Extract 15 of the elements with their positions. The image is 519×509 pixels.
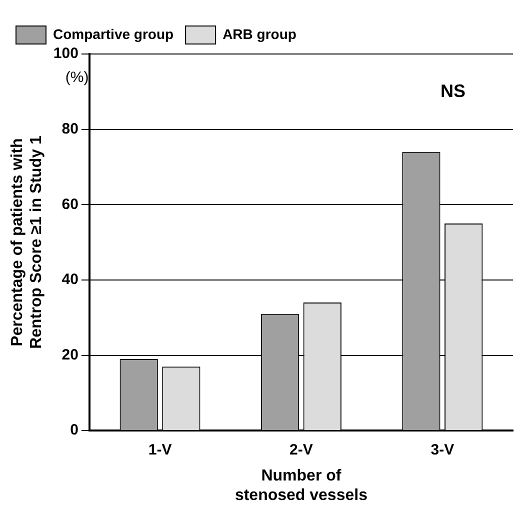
annotation: NS [440,80,466,101]
y-tick-label: 20 [62,346,78,364]
y-tick-label: 0 [70,422,78,439]
y-axis-title: Percentage of patients with Rentrop Score ≥1 in Study 1 [9,136,46,349]
y-tick-label: 40 [62,271,78,288]
legend-label: ARB group [222,26,296,42]
text: (%) [65,69,89,86]
x-tick-label: 2-V [290,442,313,459]
x-tick-label: 3-V [430,442,454,459]
x-tick-label: 1-V [148,442,172,459]
y-tick-label: 60 [62,196,78,213]
y-tick-label: 100 [53,45,78,62]
x-axis-title: Number of stenosed vessels [234,468,368,504]
y-tick-label: 80 [62,120,78,138]
legend-label: Compartive group [53,26,174,42]
